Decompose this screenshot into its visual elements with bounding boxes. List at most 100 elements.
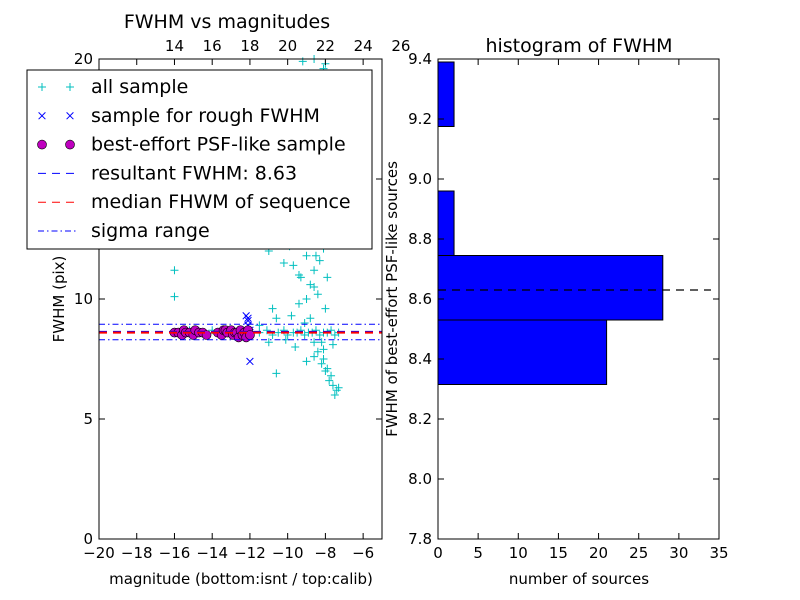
plus-marker	[317, 338, 326, 347]
y-tick-label: 9.0	[408, 170, 432, 188]
histogram-bar	[437, 319, 608, 385]
legend-entry: sample for rough FWHM	[38, 105, 320, 127]
top-axis-tick-label: 20	[278, 37, 297, 55]
legend-label: median FHWM of sequence	[91, 191, 351, 213]
plus-marker	[262, 326, 271, 335]
plus-marker	[315, 256, 324, 265]
x-tick-label: −12	[234, 544, 266, 562]
plus-legend-icon	[38, 83, 46, 91]
legend-label: resultant FWHM: 8.63	[91, 162, 297, 184]
x-tick-label: −20	[83, 544, 115, 562]
y-tick-label: 10	[74, 290, 93, 308]
top-axis-tick-label: 24	[354, 37, 373, 55]
plus-marker	[302, 357, 311, 366]
x-tick-label: 25	[629, 544, 648, 562]
histogram-bars	[437, 61, 664, 385]
legend-label: best-effort PSF-like sample	[91, 134, 346, 156]
plus-legend-icon	[66, 83, 74, 91]
legend-entry: sigma range	[38, 220, 210, 242]
plus-marker	[323, 273, 332, 282]
left-reference-lines	[99, 323, 382, 341]
left-chart-title: FWHM vs magnitudes	[124, 11, 330, 33]
x-tick-label: −18	[121, 544, 153, 562]
x-tick-label: 30	[669, 544, 688, 562]
y-tick-label: 9.4	[408, 50, 432, 68]
x-tick-label: 20	[589, 544, 608, 562]
plus-marker	[300, 319, 309, 327]
legend-box	[26, 69, 373, 250]
legend-entry: best-effort PSF-like sample	[37, 134, 346, 156]
right-axis-ticks: 0 5 10 15 20 25 30 35 7.8 8.0 8.2 8.4 8.6 8.8 9.0 9.2 9.…	[408, 50, 728, 562]
y-tick-label: 8.0	[408, 470, 432, 488]
y-tick-label: 0	[83, 530, 93, 548]
circle-legend-icon	[65, 139, 75, 150]
plus-marker	[328, 381, 337, 390]
plus-marker	[287, 311, 296, 320]
plus-marker	[310, 352, 319, 361]
plus-marker	[268, 304, 277, 313]
x-tick-label: −16	[159, 544, 191, 562]
plus-marker	[330, 391, 339, 399]
top-axis-tick-label: 14	[165, 37, 184, 55]
plus-marker	[321, 304, 330, 313]
legend-label: all sample	[91, 76, 188, 98]
y-tick-label: 5	[83, 410, 93, 428]
y-tick-label: 8.8	[408, 230, 432, 248]
x-tick-label: 0	[433, 544, 443, 562]
x-tick-label: 35	[709, 544, 728, 562]
plus-marker	[255, 321, 264, 330]
histogram-bar	[437, 61, 455, 127]
x-tick-label: −6	[352, 544, 374, 562]
legend-label: sigma range	[91, 220, 210, 242]
x-tick-label: 10	[509, 544, 528, 562]
histogram-bar	[437, 255, 664, 321]
legend-entry: resultant FWHM: 8.63	[38, 162, 297, 184]
cross-legend-icon	[66, 112, 74, 120]
plus-marker	[291, 343, 300, 351]
x-tick-label: 15	[549, 544, 568, 562]
legend-label: sample for rough FWHM	[91, 105, 320, 127]
plus-marker	[311, 251, 320, 260]
plus-marker	[319, 355, 328, 363]
left-y-axis-label: FWHM (pix)	[50, 256, 68, 343]
plus-marker	[313, 290, 322, 299]
plus-marker	[274, 328, 283, 337]
y-tick-label: 8.6	[408, 290, 432, 308]
plus-marker	[317, 359, 326, 368]
top-axis-tick-label: 18	[240, 37, 259, 55]
right-y-axis-label: FWHM of best-effort PSF-like sources	[383, 161, 401, 437]
y-tick-label: 8.2	[408, 410, 432, 428]
y-tick-label: 20	[74, 50, 93, 68]
plus-marker	[294, 299, 303, 308]
plus-marker	[327, 371, 336, 380]
x-tick-label: −14	[196, 544, 228, 562]
plus-marker	[306, 314, 315, 323]
fwhm-vs-magnitude-chart: FWHM vs magnitudes −20 −18 −16 −14 −12 −10 −8−…	[26, 11, 410, 588]
plus-marker	[327, 326, 336, 335]
top-axis-tick-label: 22	[316, 37, 335, 55]
x-tick-label: −10	[272, 544, 304, 562]
plus-marker	[319, 345, 328, 354]
left-x-axis-label: magnitude (bottom:isnt / top:calib)	[109, 570, 373, 588]
plus-marker	[264, 338, 273, 347]
cross-marker	[244, 314, 252, 322]
plus-marker	[294, 271, 303, 279]
x-tick-label: 5	[473, 544, 483, 562]
right-chart-title: histogram of FWHM	[485, 35, 672, 57]
plus-marker	[302, 295, 311, 303]
plus-marker	[272, 369, 281, 378]
plus-marker	[313, 347, 322, 356]
plus-marker	[170, 266, 179, 275]
histogram-bar	[437, 190, 455, 256]
legend-entry: median FHWM of sequence	[38, 191, 351, 213]
plus-marker	[325, 376, 334, 385]
cross-legend-icon	[38, 112, 46, 120]
legend-entries: all sample sample for rough FWHM best-effo…	[37, 76, 351, 242]
plus-marker	[279, 259, 288, 267]
fwhm-histogram-chart: histogram of FWHM 0 5 10 15 20 25 30 35 7.8 8.0 8.…	[383, 35, 729, 588]
y-tick-label: 8.4	[408, 350, 432, 368]
plus-marker	[328, 340, 337, 349]
plus-marker	[272, 314, 281, 323]
legend-entry: all sample	[38, 76, 188, 98]
